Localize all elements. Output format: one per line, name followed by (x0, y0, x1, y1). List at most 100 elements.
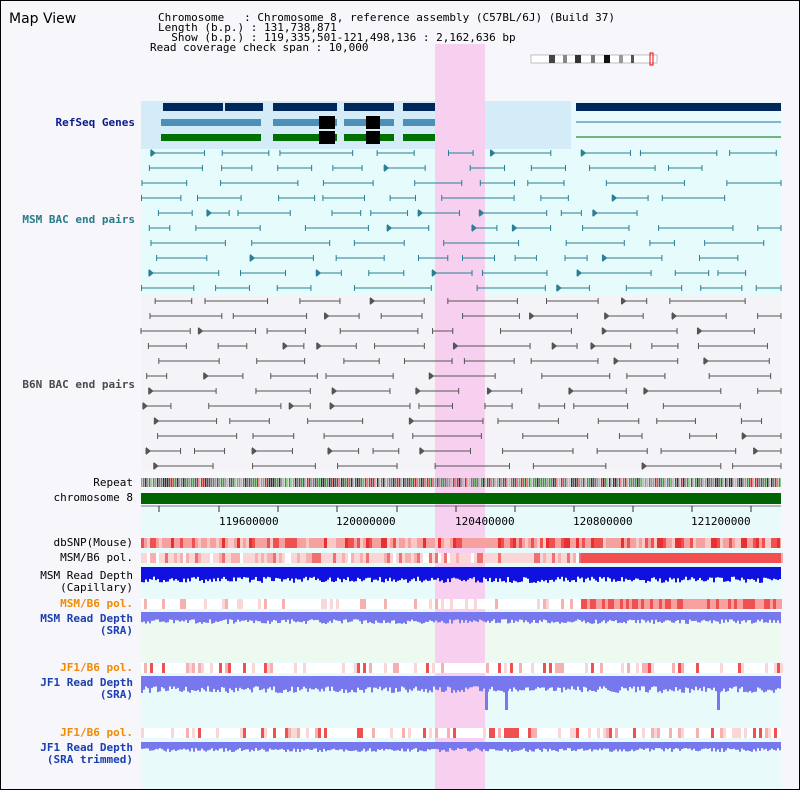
strip-cell (306, 538, 309, 548)
msm-bac-label[interactable]: MSM BAC end pairs (22, 213, 135, 226)
strip-cell (312, 553, 315, 563)
repeat-element (219, 478, 221, 487)
strip-cell (746, 599, 749, 609)
repeat-element (701, 478, 703, 487)
depth-bar (301, 742, 303, 750)
depth-bar (169, 567, 171, 580)
dbsnp-label[interactable]: dbSNP(Mouse) (53, 536, 133, 549)
depth-bar (763, 676, 765, 693)
depth-bar (171, 676, 173, 690)
depth-bar (219, 676, 221, 692)
repeat-element (193, 478, 195, 487)
repeat-element (237, 478, 239, 487)
depth-bar (669, 567, 671, 578)
strip-cell (360, 553, 363, 563)
depth-bar (681, 567, 683, 581)
depth-bar (719, 567, 721, 578)
depth-bar (385, 567, 387, 579)
msm-read-depth-sra-label[interactable]: MSM Read Depth (40, 612, 133, 625)
repeat-label[interactable]: Repeat (93, 476, 133, 489)
depth-bar (439, 742, 441, 752)
depth-bar (621, 567, 623, 578)
repeat-element (573, 478, 575, 487)
depth-bar (643, 742, 645, 750)
depth-bar (553, 612, 555, 623)
depth-bar (687, 676, 689, 689)
jf1-read-depth-sra-label[interactable]: JF1 Read Depth (40, 676, 133, 689)
depth-bar (395, 612, 397, 624)
depth-bar (731, 567, 733, 577)
repeat-element (431, 478, 433, 487)
depth-bar (765, 567, 767, 578)
depth-bar (435, 612, 437, 621)
depth-bar (237, 676, 239, 691)
depth-bar (219, 742, 221, 749)
depth-bar (739, 742, 741, 752)
depth-bar (619, 742, 621, 750)
repeat-element (337, 478, 339, 487)
depth-bar (477, 567, 479, 581)
bac-arrow (148, 387, 154, 395)
depth-bar (303, 742, 305, 751)
depth-bar (603, 676, 605, 687)
depth-bar (723, 567, 725, 582)
depth-bar (301, 612, 303, 623)
strip-cell (738, 663, 741, 673)
strip-cell (456, 553, 459, 563)
depth-bar (583, 676, 585, 687)
depth-bar (279, 676, 281, 693)
depth-bar (721, 567, 723, 578)
bac-arrow (384, 164, 390, 172)
msm-read-depth-label[interactable]: MSM Read Depth (40, 569, 133, 582)
depth-bar (359, 567, 361, 579)
bac-arrow (614, 357, 620, 365)
depth-bar (437, 676, 439, 691)
strip-cell (549, 663, 552, 673)
jf1-b6-pol-track-2 (141, 728, 781, 738)
repeat-element (635, 478, 637, 487)
depth-bar (521, 676, 523, 691)
msm-b6-pol-label-2[interactable]: MSM/B6 pol. (60, 597, 133, 610)
depth-bar (325, 676, 327, 688)
depth-bar (595, 676, 597, 692)
strip-cell (570, 599, 573, 609)
depth-bar (629, 676, 631, 687)
depth-bar (771, 676, 773, 691)
refseq-genes-label[interactable]: RefSeq Genes (55, 116, 135, 129)
depth-bar (559, 676, 561, 688)
strip-cell (153, 553, 156, 563)
depth-bar (253, 612, 255, 624)
strip-cell (390, 728, 393, 738)
depth-bar (295, 742, 297, 752)
depth-bar (629, 742, 631, 752)
depth-bar (511, 742, 513, 752)
msm-b6-pol-label-1[interactable]: MSM/B6 pol. (60, 551, 133, 564)
depth-bar (587, 567, 589, 578)
strip-cell (270, 553, 273, 563)
jf1-b6-pol-label-1[interactable]: JF1/B6 pol. (60, 661, 133, 674)
strip-cell (588, 728, 591, 738)
b6n-bac-label[interactable]: B6N BAC end pairs (22, 378, 135, 391)
depth-bar (333, 676, 335, 691)
depth-bar (467, 742, 469, 752)
chromosome-label[interactable]: chromosome 8 (53, 491, 133, 504)
bac-arrow (592, 209, 598, 217)
depth-bar (557, 567, 559, 578)
depth-bar (511, 676, 513, 692)
jf1-read-depth-trimmed-label[interactable]: JF1 Read Depth (40, 741, 133, 754)
depth-bar (475, 676, 477, 687)
jf1-b6-pol-label-2[interactable]: JF1/B6 pol. (60, 726, 133, 739)
repeat-element (319, 478, 321, 487)
depth-bar (649, 567, 651, 582)
depth-bar (359, 676, 361, 690)
depth-bar (419, 742, 421, 751)
depth-bar (179, 612, 181, 622)
strip-cell (447, 553, 450, 563)
strip-cell (345, 538, 348, 548)
depth-bar (559, 612, 561, 624)
strip-cell (426, 663, 429, 673)
strip-cell (264, 728, 267, 738)
strip-cell (704, 599, 707, 609)
strip-cell (210, 553, 213, 563)
